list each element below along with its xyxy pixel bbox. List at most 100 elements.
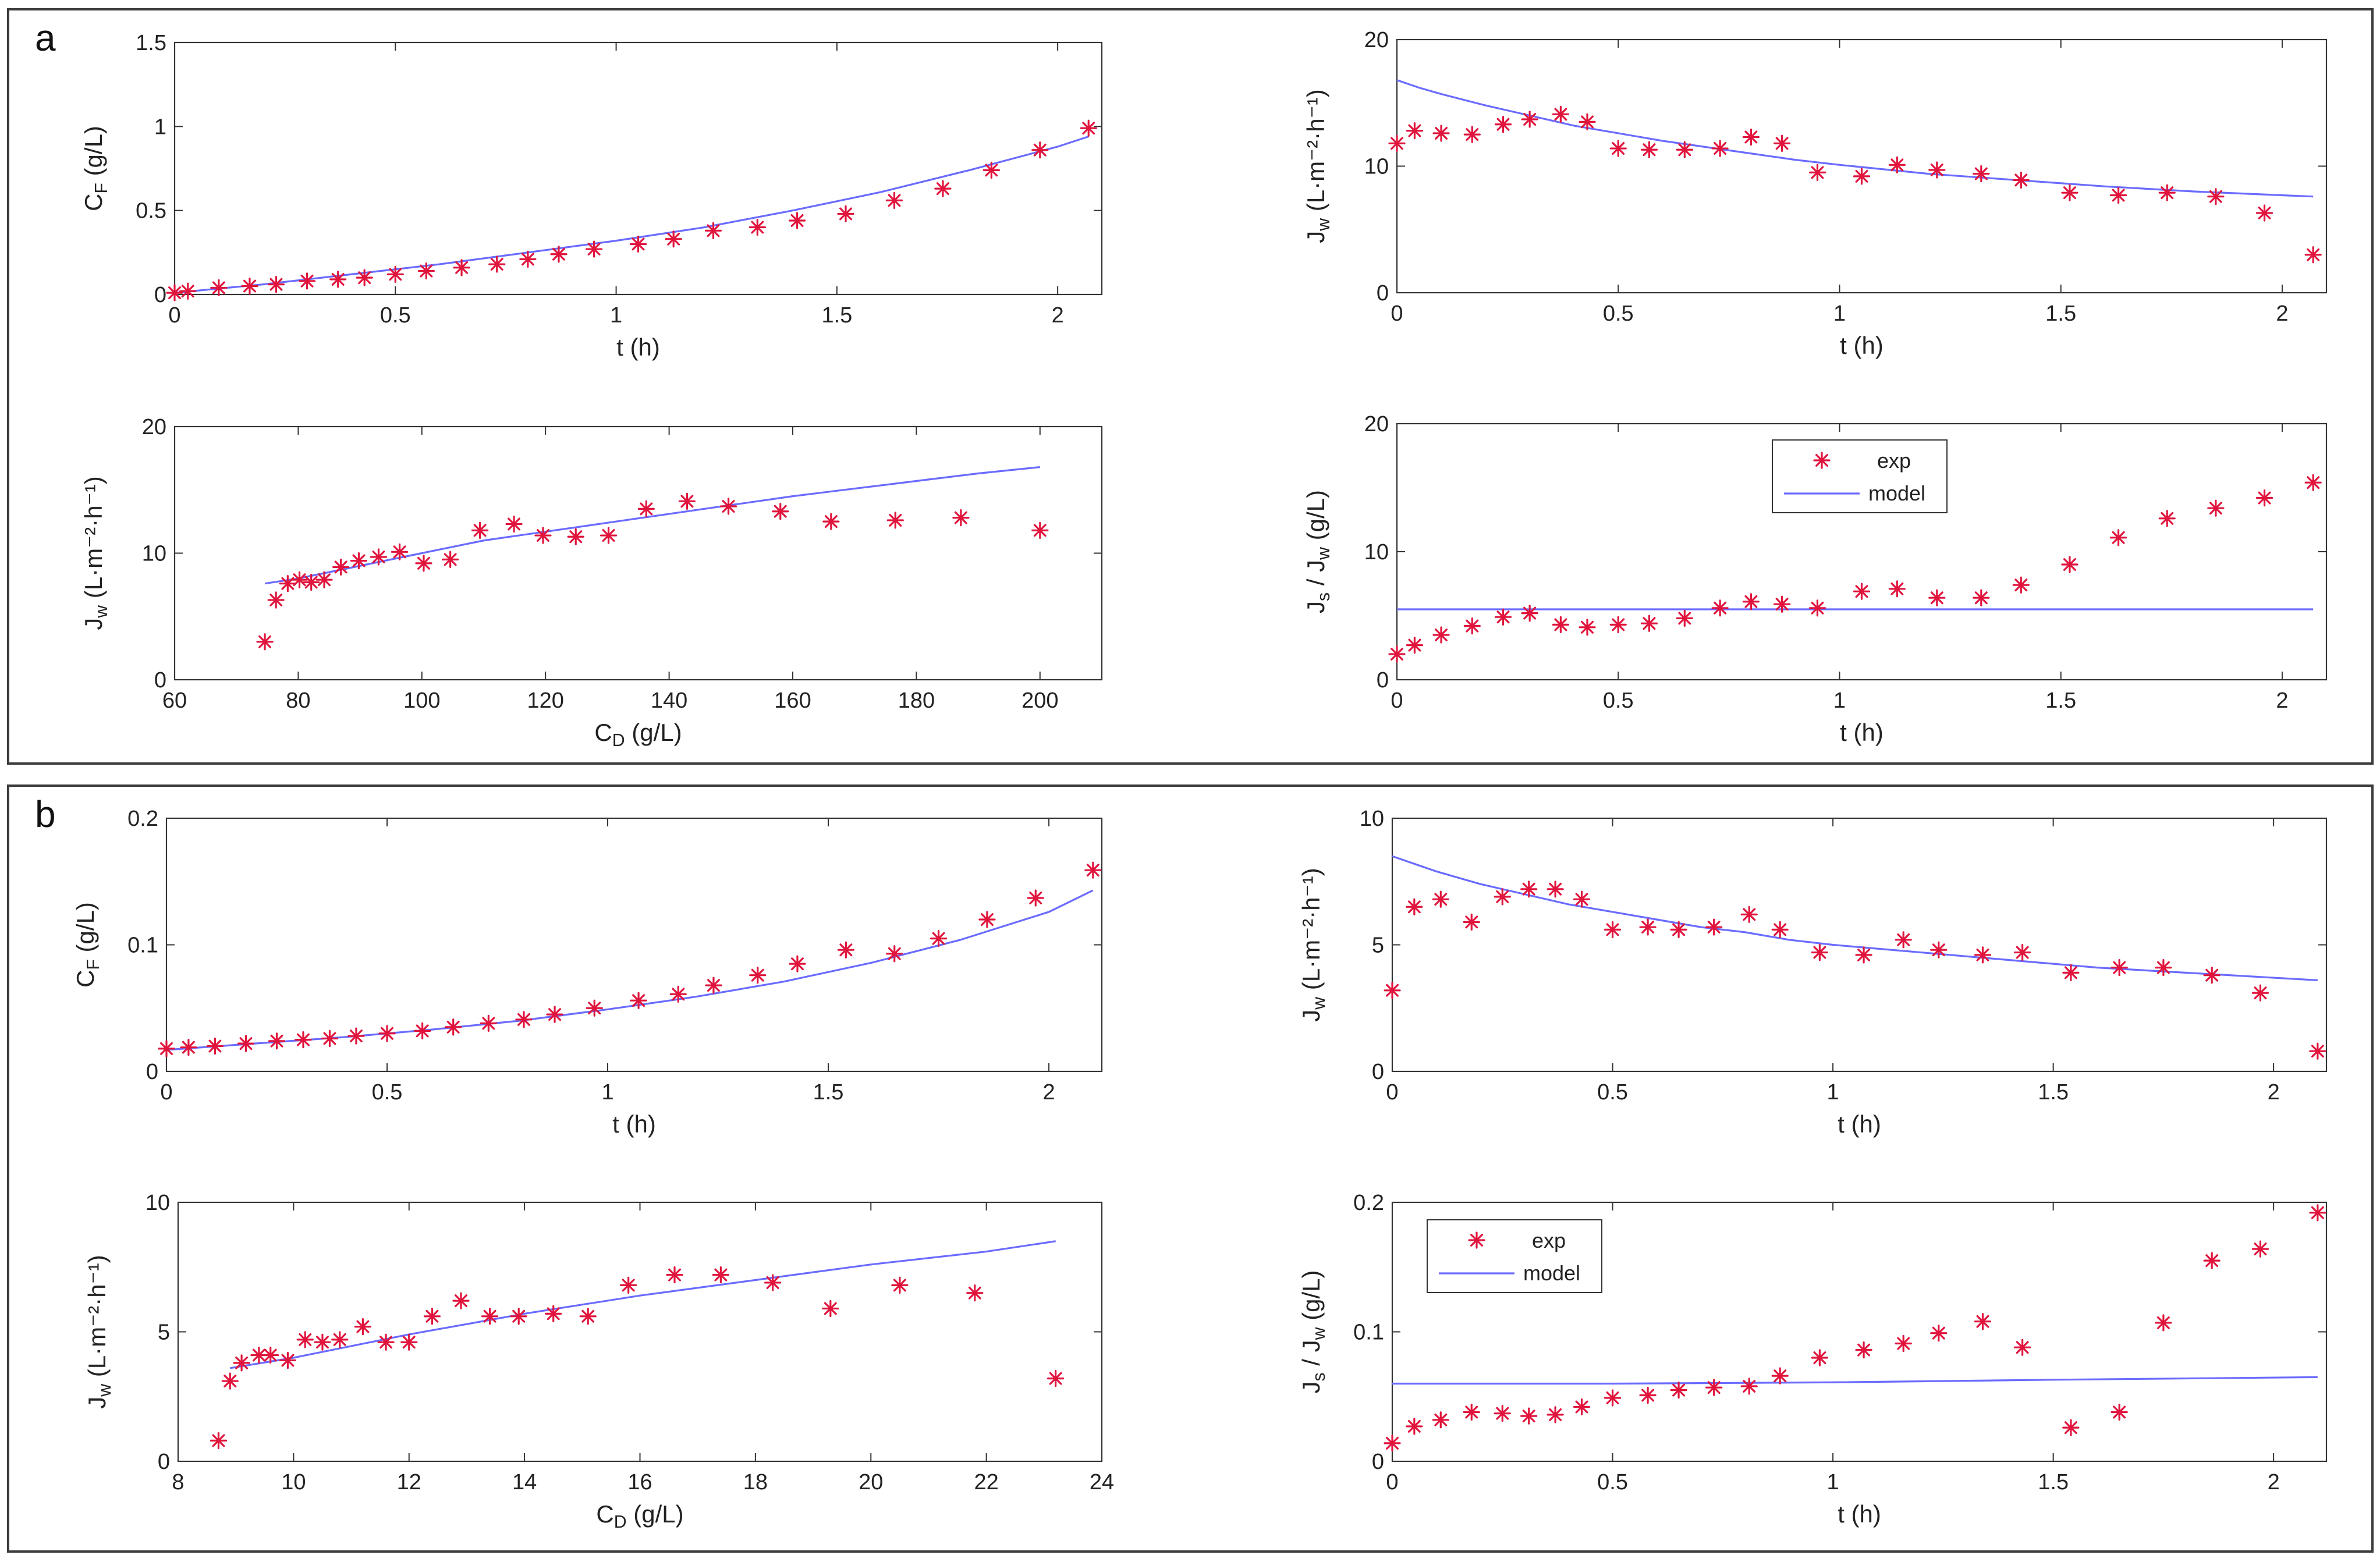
x-tick-label: 22	[974, 1470, 998, 1494]
legend-exp-label: exp	[1532, 1229, 1566, 1252]
axes-box	[1391, 817, 2328, 1073]
legend-model-label: model	[1868, 481, 1925, 505]
x-tick-label: 0.5	[1597, 1470, 1628, 1494]
exp-point	[1974, 946, 1992, 964]
exp-point	[1639, 918, 1657, 936]
y-tick-label: 1.5	[136, 31, 166, 55]
exp-point	[386, 265, 404, 283]
exp-point	[519, 250, 537, 268]
axes-box	[177, 1201, 1103, 1462]
legend-model-label: model	[1523, 1261, 1580, 1285]
x-tick-label: 18	[743, 1470, 768, 1494]
y-tick-label: 20	[1364, 28, 1389, 52]
x-tick-label: 2	[1042, 1080, 1055, 1105]
x-tick-label: 0.5	[1603, 301, 1634, 326]
exp-point	[1521, 604, 1538, 622]
axes-box	[165, 817, 1103, 1073]
exp-point	[1774, 134, 1791, 152]
exp-point	[789, 955, 806, 972]
exp-point	[256, 633, 274, 651]
exp-point	[586, 999, 603, 1017]
x-tick-label: 14	[512, 1470, 537, 1494]
exp-point	[1853, 168, 1871, 185]
y-tick-label: 10	[142, 542, 166, 566]
exp-point	[1774, 595, 1791, 613]
exp-point	[1808, 599, 1826, 617]
exp-point	[1084, 861, 1102, 879]
exp-point	[629, 235, 647, 253]
x-tick-label: 0	[1386, 1080, 1398, 1105]
exp-point	[303, 573, 320, 591]
exp-point	[279, 575, 296, 592]
x-tick-label: 1	[1827, 1080, 1839, 1105]
x-tick-label: 2	[2276, 301, 2288, 326]
x-tick-label: 2	[2268, 1470, 2280, 1494]
exp-point	[1639, 1386, 1657, 1404]
y-tick-label: 0	[146, 1060, 158, 1084]
exp-point	[1388, 134, 1406, 152]
y-tick-label: 0.1	[127, 933, 158, 958]
y-tick-label: 1	[154, 115, 166, 139]
exp-point	[886, 512, 904, 529]
x-tick-label: 0.5	[1603, 688, 1634, 713]
exp-point	[1547, 881, 1564, 898]
exp-point	[510, 1308, 527, 1325]
exp-point	[1640, 141, 1658, 158]
exp-point	[180, 1039, 197, 1056]
legend-exp-marker	[1468, 1231, 1485, 1249]
exp-point	[1895, 1334, 1912, 1352]
exp-point	[471, 521, 489, 539]
exp-point	[1463, 617, 1481, 635]
exp-point	[1676, 609, 1693, 627]
x-tick-label: 0	[1391, 301, 1403, 326]
x-tick-label: 120	[527, 688, 563, 713]
exp-point	[295, 1031, 312, 1049]
exp-point	[1388, 645, 1406, 663]
x-tick-label: 16	[627, 1470, 652, 1494]
y-tick-label: 0	[1372, 1060, 1384, 1084]
x-axis-label: t (h)	[1840, 332, 1884, 359]
exp-point	[1740, 906, 1758, 923]
model-line	[174, 136, 1089, 294]
exp-point	[1463, 913, 1480, 931]
exp-point	[481, 1308, 499, 1325]
model-line	[264, 466, 1040, 585]
exp-point	[1552, 616, 1569, 634]
exp-point	[665, 230, 682, 248]
legend-box	[1772, 439, 1948, 513]
x-tick-label: 1.5	[2045, 688, 2076, 713]
exp-point	[350, 552, 368, 570]
legend: exp model	[1772, 439, 1948, 513]
exp-point	[1031, 141, 1049, 159]
exp-point	[586, 240, 603, 258]
exp-point	[788, 212, 806, 229]
exp-point	[321, 1030, 339, 1048]
exp-point	[1888, 156, 1906, 173]
y-axis-label: Jw (L·m⁻²·h⁻¹)	[1297, 868, 1329, 1021]
exp-point	[1928, 589, 1946, 606]
exp-point	[620, 1276, 637, 1294]
exp-point	[2304, 246, 2322, 264]
exp-point	[1604, 921, 1622, 939]
y-tick-label: 0.1	[1353, 1320, 1384, 1345]
y-tick-label: 0.5	[136, 199, 166, 223]
y-axis-label: Jw (L·m⁻²·h⁻¹)	[80, 476, 111, 630]
exp-point	[1432, 125, 1450, 142]
exp-point	[331, 1331, 349, 1348]
exp-point	[332, 558, 350, 576]
y-tick-label: 10	[146, 1191, 170, 1215]
exp-point	[179, 282, 197, 300]
x-tick-label: 1	[1833, 688, 1846, 713]
exp-point	[1609, 140, 1627, 157]
exp-point	[705, 977, 722, 994]
exp-point	[600, 527, 618, 544]
x-axis-label: CD (g/L)	[594, 719, 682, 750]
y-tick-label: 0	[158, 1450, 170, 1474]
exp-point	[1547, 1406, 1564, 1423]
exp-point	[2014, 943, 2031, 961]
exp-point	[1432, 890, 1449, 908]
x-tick-label: 1	[601, 1080, 613, 1105]
exp-point	[1973, 589, 1990, 606]
exp-point	[1974, 1313, 1992, 1330]
